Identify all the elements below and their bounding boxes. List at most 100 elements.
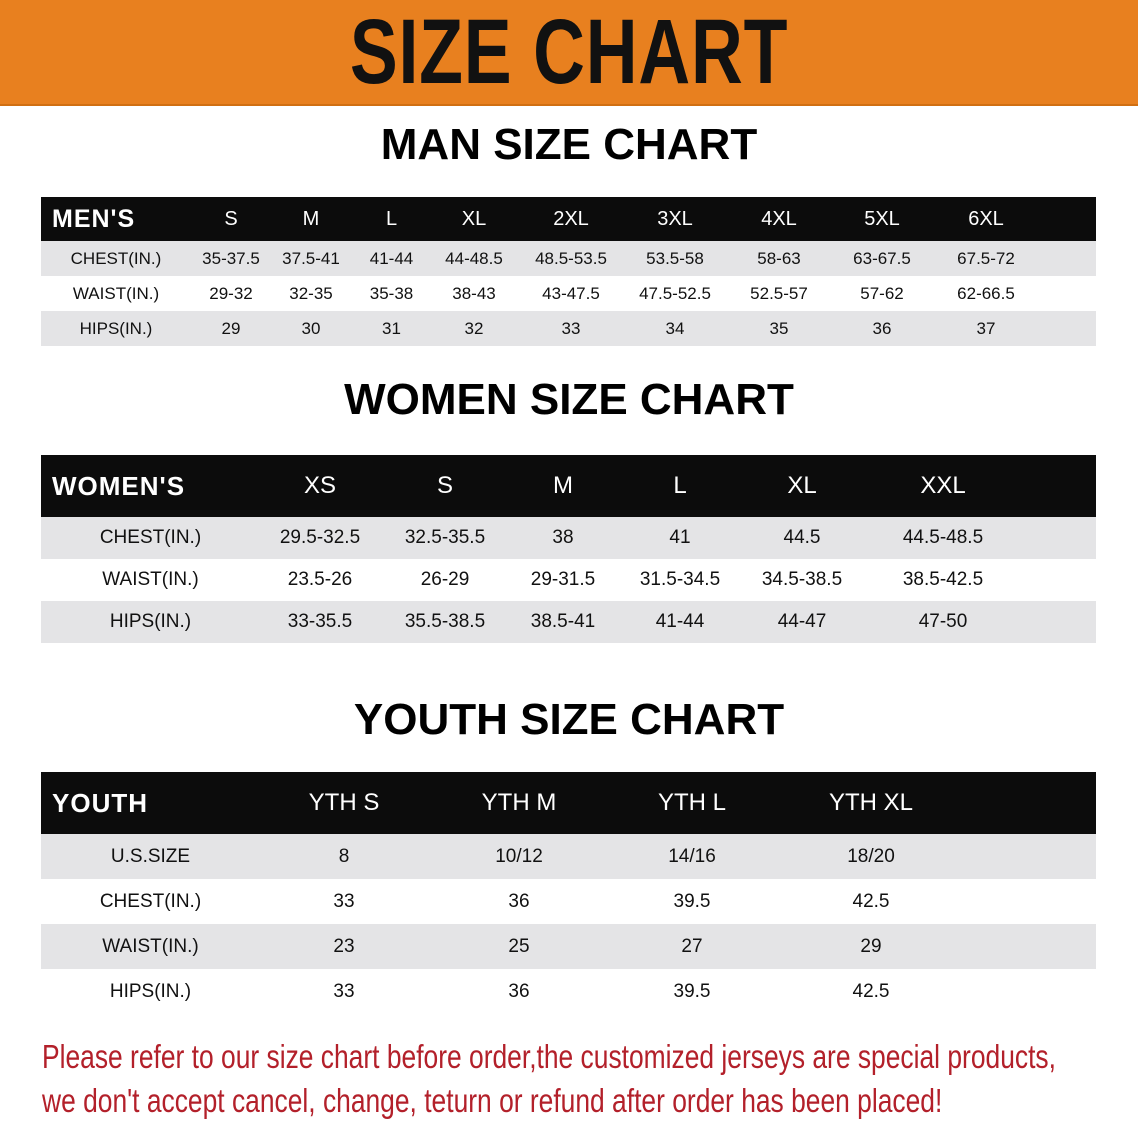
measurement-cell: 44.5 (783, 527, 821, 548)
measurement-cell: 38.5-42.5 (902, 569, 984, 590)
measurement-cell: 18/20 (847, 845, 895, 867)
measurement-cell: 25 (508, 935, 530, 957)
women-section-title: WOMEN SIZE CHART (344, 375, 794, 424)
measurement-cell: 41-44 (655, 611, 705, 632)
measurement-cell: 63-67.5 (853, 248, 911, 268)
men-section-title: MAN SIZE CHART (380, 120, 758, 169)
notice-line-1: Please refer to our size chart before or… (42, 1038, 1056, 1075)
table-header-row: MEN'S S M L XL 2XL 3XL 4XL 5XL 6XL (41, 197, 1096, 241)
measurement-cell: 48.5-53.5 (535, 248, 607, 268)
size-header-cell: 3XL (657, 207, 693, 230)
measurement-cell: 41-44 (369, 248, 414, 268)
size-header-cell: 5XL (864, 207, 900, 230)
measurement-cell: 10/12 (495, 845, 543, 867)
measurement-cell: 29 (860, 935, 882, 957)
measurement-cell: 37.5-41 (282, 248, 340, 268)
measurement-cell: 33 (333, 980, 355, 1002)
size-header-cell: XL (461, 207, 487, 230)
size-header-cell: L (385, 207, 398, 230)
row-label: U.S.SIZE (110, 845, 191, 867)
measurement-cell: 35.5-38.5 (404, 611, 486, 632)
row-label: WAIST(IN.) (102, 935, 199, 957)
youth-section-title: YOUTH SIZE CHART (353, 695, 785, 744)
measurement-cell: 32-35 (289, 283, 333, 303)
row-label: HIPS(IN.) (109, 980, 192, 1002)
measurement-cell: 47.5-52.5 (639, 283, 711, 303)
size-header-cell: 6XL (968, 207, 1004, 230)
size-header-cell: YTH S (308, 789, 380, 816)
youth-size-table: YOUTH YTH S YTH M YTH L YTH XL U.S.SIZE 8 10/12… (41, 772, 1096, 1014)
measurement-cell: 29.5-32.5 (279, 527, 361, 548)
measurement-cell: 38.5-41 (530, 611, 596, 632)
size-header-cell: YTH M (481, 789, 557, 816)
table-row: CHEST(IN.) 35-37.5 37.5-41 41-44 44-48.5 48.5… (41, 241, 1096, 276)
banner-title: SIZE CHART (349, 1, 789, 103)
measurement-cell: 8 (338, 845, 350, 867)
measurement-cell: 47-50 (918, 611, 968, 632)
measurement-cell: 35-38 (369, 283, 414, 303)
men-size-table: MEN'S S M L XL 2XL 3XL 4XL 5XL 6XL CHEST(IN.) 35-37… (41, 197, 1096, 346)
measurement-cell: 42.5 (852, 890, 890, 912)
row-label: CHEST(IN.) (99, 890, 202, 912)
measurement-cell: 29-32 (209, 283, 253, 303)
size-header-cell: YTH L (657, 789, 726, 816)
measurement-cell: 30 (301, 318, 321, 338)
table-row: WAIST(IN.) 23.5-26 26-29 29-31.5 31.5-34.5 34… (41, 559, 1096, 601)
table-title-cell: YOUTH (52, 787, 148, 818)
measurement-cell: 36 (508, 980, 530, 1002)
row-label: WAIST(IN.) (72, 283, 160, 303)
measurement-cell: 32.5-35.5 (404, 527, 486, 548)
table-header-row: WOMEN'S XS S M L XL XXL (41, 455, 1096, 517)
size-chart-banner: SIZE CHART (0, 0, 1138, 106)
row-label: HIPS(IN.) (109, 611, 192, 632)
measurement-cell: 44-47 (777, 611, 827, 632)
measurement-cell: 14/16 (668, 845, 716, 867)
measurement-cell: 52.5-57 (750, 283, 808, 303)
size-header-cell: 2XL (553, 207, 589, 230)
table-row: HIPS(IN.) 33 36 39.5 42.5 (41, 969, 1096, 1014)
measurement-cell: 42.5 (852, 980, 890, 1002)
measurement-cell: 29 (221, 318, 241, 338)
size-header-cell: S (224, 207, 238, 230)
measurement-cell: 38 (552, 527, 574, 548)
row-label: CHEST(IN.) (70, 248, 162, 268)
notice-line-2: we don't accept cancel, change, teturn o… (42, 1082, 943, 1119)
measurement-cell: 35-37.5 (202, 248, 260, 268)
size-header-cell: XL (787, 472, 817, 499)
row-label: WAIST(IN.) (102, 569, 199, 590)
table-row: WAIST(IN.) 23 25 27 29 (41, 924, 1096, 969)
women-size-table: WOMEN'S XS S M L XL XXL CHEST(IN.) 29.5-32.5 32.5… (41, 455, 1096, 643)
measurement-cell: 34 (665, 318, 685, 338)
size-header-cell: M (302, 207, 320, 230)
table-row: WAIST(IN.) 29-32 32-35 35-38 38-43 43-47.5 47.… (41, 276, 1096, 311)
measurement-cell: 31.5-34.5 (639, 569, 721, 590)
table-row: U.S.SIZE 8 10/12 14/16 18/20 (41, 834, 1096, 879)
measurement-cell: 23.5-26 (287, 569, 353, 590)
table-row: HIPS(IN.) 29 30 31 32 33 34 35 36 37 (41, 311, 1096, 346)
size-header-cell: M (553, 472, 573, 499)
size-header-cell: YTH XL (828, 789, 914, 816)
measurement-cell: 27 (681, 935, 703, 957)
measurement-cell: 67.5-72 (957, 248, 1015, 268)
measurement-cell: 37 (976, 318, 996, 338)
measurement-cell: 29-31.5 (530, 569, 596, 590)
size-header-cell: L (673, 472, 687, 499)
row-label: CHEST(IN.) (99, 527, 202, 548)
measurement-cell: 32 (464, 318, 484, 338)
measurement-cell: 43-47.5 (542, 283, 600, 303)
size-header-cell: S (436, 472, 453, 499)
measurement-cell: 58-63 (757, 248, 801, 268)
measurement-cell: 36 (508, 890, 530, 912)
measurement-cell: 44-48.5 (445, 248, 503, 268)
measurement-cell: 38-43 (452, 283, 496, 303)
measurement-cell: 36 (872, 318, 892, 338)
measurement-cell: 44.5-48.5 (902, 527, 984, 548)
measurement-cell: 33 (561, 318, 581, 338)
measurement-cell: 33 (333, 890, 355, 912)
table-title-cell: MEN'S (52, 204, 136, 233)
measurement-cell: 53.5-58 (646, 248, 704, 268)
measurement-cell: 26-29 (420, 569, 470, 590)
table-header-row: YOUTH YTH S YTH M YTH L YTH XL (41, 772, 1096, 834)
size-header-cell: XS (303, 472, 336, 499)
measurement-cell: 35 (769, 318, 789, 338)
